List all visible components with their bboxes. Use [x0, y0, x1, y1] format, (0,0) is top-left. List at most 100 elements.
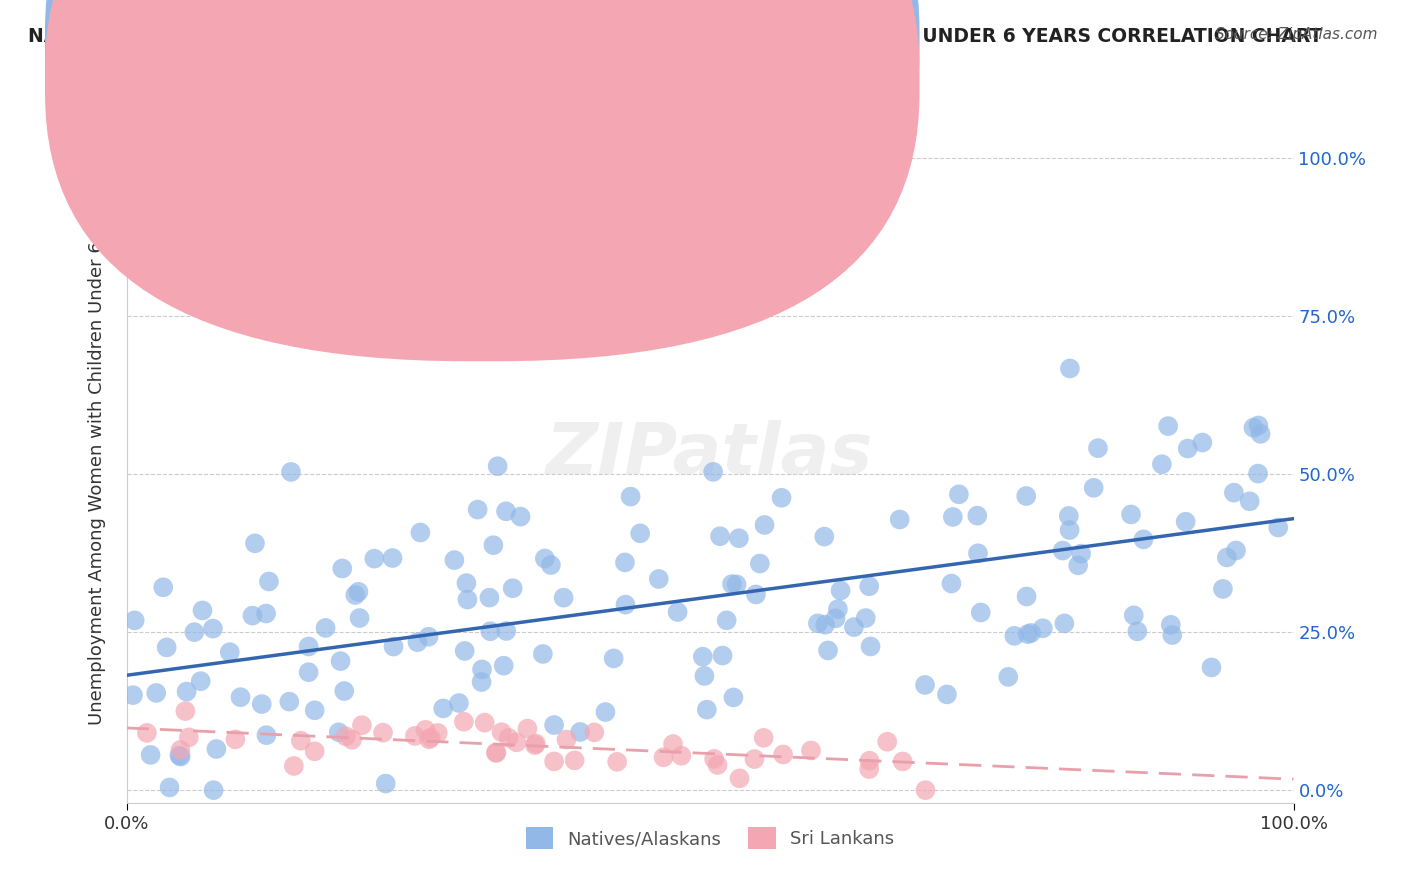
- Point: [748, 557, 770, 571]
- Point: [505, 735, 527, 749]
- Point: [474, 715, 496, 730]
- Point: [534, 551, 557, 566]
- Point: [304, 703, 326, 717]
- Point: [363, 551, 385, 566]
- Point: [671, 748, 693, 763]
- Point: [190, 674, 212, 689]
- Point: [807, 616, 830, 631]
- Point: [970, 606, 993, 620]
- Text: 149: 149: [679, 33, 717, 51]
- Point: [1057, 508, 1080, 523]
- Point: [471, 675, 494, 690]
- Point: [170, 749, 193, 764]
- Point: [183, 625, 205, 640]
- Point: [770, 491, 793, 505]
- Point: [404, 729, 426, 743]
- Point: [335, 729, 357, 743]
- Point: [606, 755, 628, 769]
- Point: [453, 644, 475, 658]
- Point: [482, 538, 505, 552]
- Point: [347, 584, 370, 599]
- Point: [415, 723, 437, 737]
- Point: [1070, 547, 1092, 561]
- Point: [1015, 489, 1038, 503]
- Point: [174, 704, 197, 718]
- Text: NATIVE/ALASKAN VS SRI LANKAN UNEMPLOYMENT AMONG WOMEN WITH CHILDREN UNDER 6 YEAR: NATIVE/ALASKAN VS SRI LANKAN UNEMPLOYMEN…: [28, 27, 1323, 45]
- Point: [754, 518, 776, 533]
- Point: [706, 758, 728, 772]
- Point: [1174, 515, 1197, 529]
- Point: [914, 678, 936, 692]
- Point: [827, 602, 849, 616]
- Point: [725, 577, 748, 591]
- Point: [1119, 508, 1142, 522]
- Text: 0.577: 0.577: [555, 33, 612, 51]
- Point: [443, 553, 465, 567]
- Point: [721, 577, 744, 591]
- Point: [648, 572, 671, 586]
- Point: [830, 583, 852, 598]
- Point: [543, 718, 565, 732]
- Point: [243, 536, 266, 550]
- Point: [502, 581, 524, 595]
- Point: [447, 696, 470, 710]
- Point: [159, 780, 181, 795]
- Point: [478, 591, 501, 605]
- Point: [201, 622, 224, 636]
- Point: [278, 695, 301, 709]
- Point: [800, 743, 823, 757]
- Point: [1247, 418, 1270, 433]
- Point: [716, 613, 738, 627]
- Point: [471, 662, 494, 676]
- Text: -0.223: -0.223: [555, 72, 620, 90]
- Point: [419, 731, 441, 745]
- Point: [941, 576, 963, 591]
- Point: [1150, 457, 1173, 471]
- Point: [889, 512, 911, 526]
- Point: [692, 649, 714, 664]
- Point: [1002, 629, 1025, 643]
- Point: [876, 735, 898, 749]
- Point: [858, 754, 880, 768]
- Point: [1059, 523, 1081, 537]
- Point: [156, 640, 179, 655]
- Point: [224, 732, 246, 747]
- Point: [254, 607, 277, 621]
- Point: [486, 459, 509, 474]
- Point: [564, 753, 586, 767]
- Point: [997, 670, 1019, 684]
- Point: [703, 752, 725, 766]
- Point: [374, 776, 396, 790]
- Point: [967, 546, 990, 560]
- Point: [280, 465, 302, 479]
- Point: [1250, 426, 1272, 441]
- Point: [858, 762, 880, 776]
- Point: [891, 755, 914, 769]
- Text: N =: N =: [633, 33, 672, 51]
- Point: [1201, 660, 1223, 674]
- Point: [315, 621, 337, 635]
- Point: [122, 688, 145, 702]
- Point: [1015, 590, 1038, 604]
- Point: [614, 598, 637, 612]
- Point: [540, 558, 562, 572]
- Point: [842, 620, 865, 634]
- Point: [382, 640, 405, 654]
- Point: [942, 510, 965, 524]
- Point: [453, 714, 475, 729]
- Point: [709, 529, 731, 543]
- Point: [1053, 616, 1076, 631]
- Point: [242, 608, 264, 623]
- Point: [813, 530, 835, 544]
- Point: [492, 658, 515, 673]
- Point: [814, 617, 837, 632]
- Point: [491, 725, 513, 739]
- Point: [602, 651, 624, 665]
- Point: [728, 531, 751, 545]
- Point: [371, 725, 394, 739]
- Point: [516, 722, 538, 736]
- Point: [254, 728, 277, 742]
- Point: [169, 748, 191, 763]
- Point: [498, 731, 520, 745]
- Point: [1157, 419, 1180, 434]
